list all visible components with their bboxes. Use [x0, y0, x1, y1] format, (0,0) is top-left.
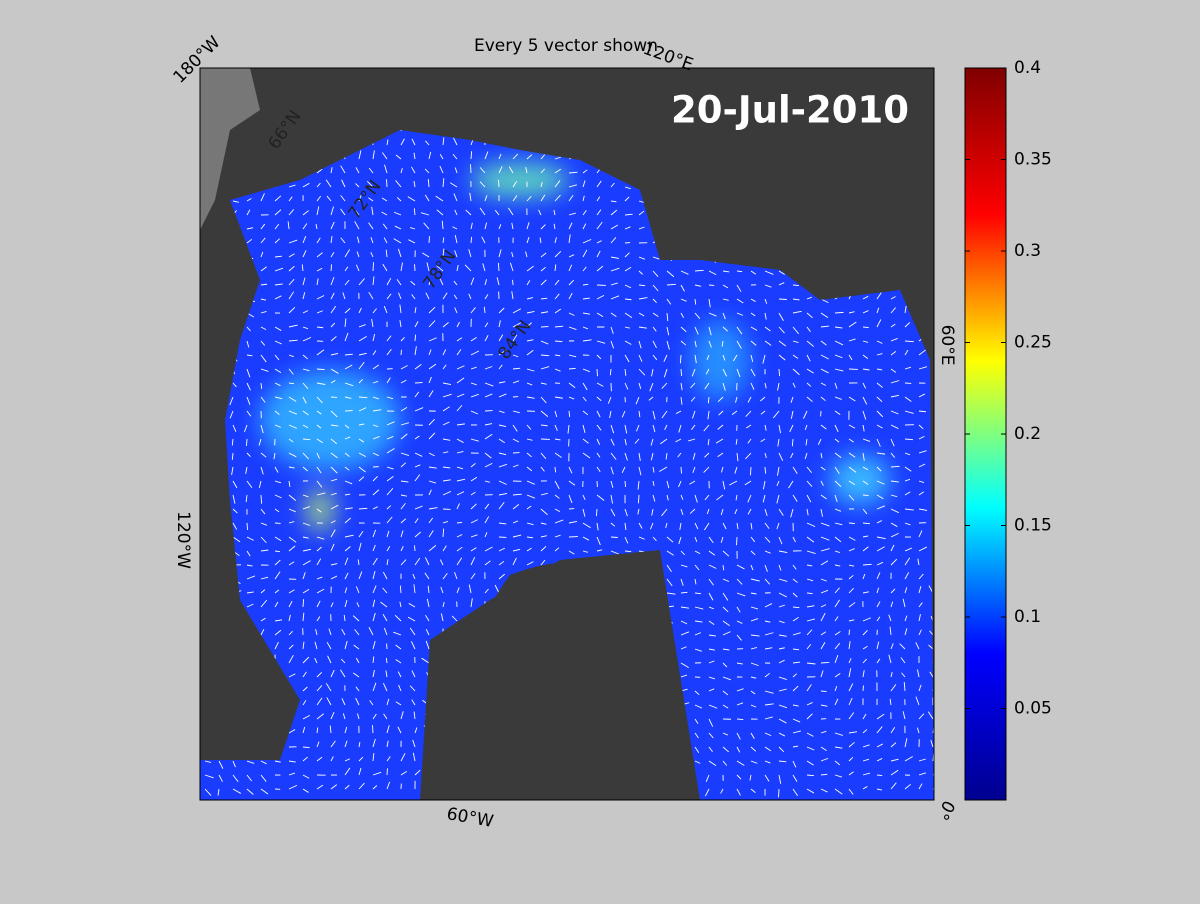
- drift-vector: [359, 508, 367, 509]
- drift-vector: [737, 719, 743, 720]
- drift-vector: [750, 467, 751, 475]
- drift-vector: [863, 495, 869, 496]
- drift-vector: [498, 180, 499, 187]
- colorbar: [965, 68, 1006, 800]
- drift-vector: [793, 285, 799, 286]
- colorbar-tick-label: 0.15: [1014, 516, 1052, 536]
- drift-vector: [373, 262, 374, 271]
- drift-vector: [877, 775, 882, 776]
- drift-vector: [415, 335, 416, 341]
- drift-vector: [821, 662, 829, 663]
- drift-vector: [303, 599, 304, 607]
- lon-label: 60°W: [445, 804, 495, 832]
- drift-vector: [471, 237, 472, 243]
- lon-label: 0°: [932, 797, 959, 824]
- drift-vector: [555, 467, 556, 472]
- drift-vector: [317, 369, 325, 370]
- drift-vector: [681, 369, 682, 376]
- drift-vector: [779, 369, 780, 376]
- drift-vector: [765, 467, 766, 474]
- colorbar-tick-label: 0.25: [1014, 333, 1052, 353]
- map-title: Every 5 vector shown: [474, 36, 658, 56]
- drift-vector: [261, 495, 262, 504]
- drift-vector: [792, 439, 793, 446]
- drift-vector: [779, 299, 787, 300]
- date-label: 20-Jul-2010: [671, 89, 909, 132]
- colorbar-tick-label: 0.3: [1014, 241, 1041, 261]
- drift-vector: [625, 481, 626, 487]
- drift-vector: [835, 312, 844, 313]
- colorbar-tick-label: 0.4: [1014, 58, 1041, 78]
- colorbar-tick-label: 0.05: [1014, 699, 1052, 719]
- drift-vector: [807, 593, 813, 594]
- drift-vector: [681, 467, 682, 474]
- drift-vector: [638, 495, 639, 503]
- drift-vector: [247, 523, 248, 530]
- drift-vector: [498, 263, 499, 271]
- drift-vector: [331, 264, 332, 271]
- drift-vector: [680, 355, 681, 363]
- colorbar-tick-label: 0.1: [1014, 607, 1041, 627]
- drift-vector: [596, 509, 597, 516]
- drift-vector: [708, 397, 709, 403]
- colorbar-tick-label: 0.2: [1014, 424, 1041, 444]
- lon-label: 120°W: [173, 511, 193, 569]
- colorbar-tick-label: 0.35: [1014, 150, 1052, 170]
- lon-label: 60°E: [937, 325, 957, 366]
- drift-vector: [821, 691, 827, 692]
- drift-vector: [569, 368, 576, 369]
- drift-vector: [246, 439, 247, 446]
- drift-vector: [863, 327, 869, 328]
